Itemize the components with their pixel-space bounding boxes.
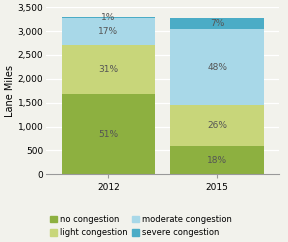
Text: 48%: 48%: [207, 63, 227, 72]
Bar: [62, 94, 155, 174]
Bar: [170, 18, 264, 29]
Text: 7%: 7%: [210, 19, 224, 28]
Y-axis label: Lane Miles: Lane Miles: [5, 65, 15, 117]
Bar: [170, 105, 264, 146]
Text: 18%: 18%: [207, 156, 227, 165]
Bar: [62, 18, 155, 45]
Text: 26%: 26%: [207, 121, 227, 130]
Text: 17%: 17%: [98, 27, 118, 36]
Bar: [62, 45, 155, 94]
Bar: [62, 17, 155, 18]
Legend: no congestion, light congestion, moderate congestion, severe congestion: no congestion, light congestion, moderat…: [50, 215, 232, 237]
Text: 51%: 51%: [98, 130, 118, 139]
Text: 1%: 1%: [101, 13, 115, 22]
Text: 31%: 31%: [98, 65, 118, 74]
Bar: [170, 29, 264, 105]
Bar: [170, 146, 264, 174]
